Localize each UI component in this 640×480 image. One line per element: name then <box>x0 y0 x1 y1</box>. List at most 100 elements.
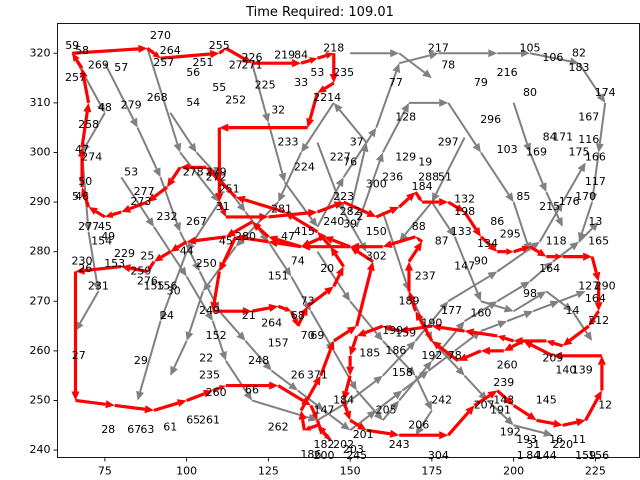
route-segment-26 <box>513 245 530 254</box>
node-label-149: 152 <box>206 329 227 342</box>
route-segment-22-shaft <box>447 200 459 209</box>
node-label-77: 223 <box>333 190 354 203</box>
route-segment-80-shaft <box>84 264 122 273</box>
route-segment-36-head <box>497 334 506 342</box>
edge-16-shaft <box>398 54 430 65</box>
node-label-113: 302 <box>366 250 387 263</box>
edge-92-head <box>262 361 272 371</box>
edge-17-head <box>488 49 498 58</box>
edge-106-shaft <box>398 52 426 74</box>
route-segment-43-head <box>346 366 355 376</box>
node-label-207: 16 <box>549 433 563 446</box>
node-label-0: 59 <box>65 39 79 52</box>
edge-45-head <box>424 400 432 411</box>
node-label-76: 273 <box>130 195 151 208</box>
route-segment-19-head <box>406 192 416 202</box>
edge-11-head <box>278 172 287 183</box>
edge-43-head <box>374 331 383 341</box>
route-segment-104-head <box>210 301 219 312</box>
x-tick-label-4: 175 <box>421 465 442 478</box>
route-segment-51 <box>496 389 514 406</box>
edge-40-shaft <box>486 399 508 420</box>
route-segment-117-head <box>180 163 190 172</box>
edge-77-shaft <box>355 389 378 415</box>
edge-106 <box>398 52 432 79</box>
edge-103 <box>532 300 560 313</box>
edge-85-head <box>589 221 599 232</box>
route-segment-99-head <box>350 246 360 255</box>
node-label-103: 280 <box>235 230 256 243</box>
route-segment-0-head <box>138 44 148 53</box>
route-segment-62 <box>431 340 460 363</box>
edge-83 <box>529 261 553 283</box>
route-segment-109-shaft <box>296 313 306 327</box>
edge-93-head <box>288 381 298 391</box>
route-segment-7 <box>316 52 334 60</box>
route-segment-44-head <box>342 390 350 401</box>
node-label-144: 212 <box>588 314 609 327</box>
edge-98 <box>401 370 429 392</box>
route-segment-16 <box>316 201 344 214</box>
route-segment-114-head <box>284 212 295 221</box>
edge-47-shaft <box>349 151 366 213</box>
route-segment-119-head <box>147 193 157 203</box>
edge-59-shaft <box>225 360 248 394</box>
node-label-104: 154 <box>91 235 112 248</box>
node-label-175: 207 <box>474 398 495 411</box>
edge-82 <box>496 281 530 303</box>
node-label-208: 220 <box>552 438 573 451</box>
edge-16 <box>398 51 439 65</box>
edge-59-head <box>243 390 252 401</box>
edges-layer <box>71 48 607 437</box>
x-tick-label-2: 125 <box>258 465 279 478</box>
edge-96 <box>349 410 377 432</box>
edge-44-head <box>406 366 416 376</box>
edge-3-shaft <box>87 231 98 283</box>
edge-40-head <box>504 416 514 426</box>
edge-112 <box>529 152 547 193</box>
edge-12-head <box>308 217 318 227</box>
edge-110-head <box>399 232 408 242</box>
edge-8 <box>159 251 188 322</box>
route-segment-52-shaft <box>512 404 530 417</box>
node-label-120: 250 <box>196 257 217 270</box>
route-segment-101 <box>268 239 302 249</box>
node-label-198: 304 <box>428 449 449 462</box>
node-label-81: 176 <box>559 195 580 208</box>
node-label-47: 233 <box>278 136 299 149</box>
edge-77 <box>355 389 383 421</box>
edge-33 <box>513 291 547 313</box>
route-segment-53-head <box>553 419 563 428</box>
route-segment-16-head <box>333 201 344 209</box>
edge-27 <box>447 102 481 153</box>
edge-111 <box>512 102 531 153</box>
edge-104-head <box>575 290 586 299</box>
route-segment-95-shaft <box>299 382 318 412</box>
edge-57-head <box>204 311 213 322</box>
route-segment-31-head <box>594 302 603 312</box>
edge-97-head <box>392 390 403 400</box>
route-segment-98-shaft <box>355 269 373 327</box>
node-label-43: 258 <box>78 118 99 131</box>
node-label-146: 264 <box>261 317 282 330</box>
edge-25-head <box>401 102 409 113</box>
edge-31-shaft <box>453 236 479 294</box>
edge-15-head <box>392 63 400 73</box>
edge-56-head <box>178 266 187 277</box>
route-segment-40-shaft <box>389 326 400 333</box>
node-label-44: 84 <box>543 131 557 144</box>
edge-47 <box>349 142 369 213</box>
route-segment-95 <box>299 375 321 412</box>
edge-61-shaft <box>316 404 343 422</box>
node-label-206: 31 <box>526 438 540 451</box>
edge-78 <box>382 400 400 421</box>
route-segment-108-shaft <box>289 310 297 321</box>
route-segment-74 <box>225 220 253 237</box>
edge-14-head <box>368 127 377 138</box>
edge-20-shaft <box>578 62 602 96</box>
route-segment-80 <box>75 264 122 275</box>
node-label-127: 276 <box>137 274 158 287</box>
edge-84-head <box>569 241 579 251</box>
node-label-194: 203 <box>343 443 364 456</box>
